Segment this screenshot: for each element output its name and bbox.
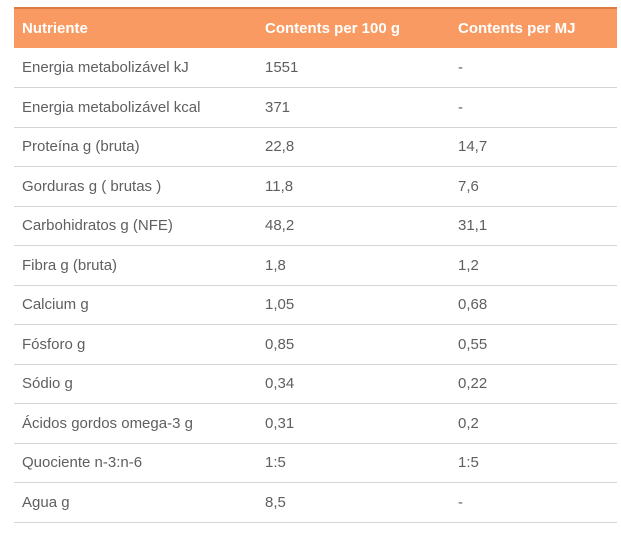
- nutrient-cell: Ácidos gordos omega-3 g: [14, 403, 257, 444]
- table-row: Calcium g 1,05 0,68: [14, 285, 617, 325]
- per-100g-cell: 8,5: [257, 482, 450, 523]
- nutrition-table-header: Nutriente Contents per 100 g Contents pe…: [14, 7, 617, 48]
- nutrient-cell: Fibra g (bruta): [14, 245, 257, 286]
- nutrition-table: Nutriente Contents per 100 g Contents pe…: [14, 7, 617, 523]
- nutrient-cell: Quociente n-3:n-6: [14, 443, 257, 483]
- per-mj-cell: 0,2: [450, 403, 617, 444]
- header-row: Nutriente Contents per 100 g Contents pe…: [14, 7, 617, 48]
- per-100g-cell: 1,8: [257, 245, 450, 286]
- per-mj-cell: 14,7: [450, 127, 617, 167]
- per-mj-cell: 31,1: [450, 206, 617, 246]
- nutrient-cell: Agua g: [14, 482, 257, 523]
- per-mj-cell: 1:5: [450, 443, 617, 483]
- table-row: Fósforo g 0,85 0,55: [14, 324, 617, 365]
- nutrient-cell: Energia metabolizável kcal: [14, 87, 257, 128]
- per-100g-cell: 371: [257, 87, 450, 128]
- per-mj-cell: 1,2: [450, 245, 617, 286]
- per-100g-cell: 22,8: [257, 127, 450, 167]
- per-100g-cell: 0,31: [257, 403, 450, 444]
- per-mj-cell: -: [450, 87, 617, 128]
- per-mj-cell: 0,55: [450, 324, 617, 365]
- table-row: Ácidos gordos omega-3 g 0,31 0,2: [14, 403, 617, 444]
- nutrition-table-container: Nutriente Contents per 100 g Contents pe…: [14, 7, 617, 523]
- column-header-per-mj: Contents per MJ: [450, 7, 617, 48]
- per-100g-cell: 48,2: [257, 206, 450, 246]
- column-header-per-100g: Contents per 100 g: [257, 7, 450, 48]
- per-100g-cell: 1551: [257, 48, 450, 88]
- nutrient-cell: Energia metabolizável kJ: [14, 48, 257, 88]
- table-row: Quociente n-3:n-6 1:5 1:5: [14, 443, 617, 483]
- table-row: Sódio g 0,34 0,22: [14, 364, 617, 404]
- per-mj-cell: -: [450, 482, 617, 523]
- nutrient-cell: Fósforo g: [14, 324, 257, 365]
- nutrient-cell: Proteína g (bruta): [14, 127, 257, 167]
- nutrient-cell: Carbohidratos g (NFE): [14, 206, 257, 246]
- table-row: Gorduras g ( brutas ) 11,8 7,6: [14, 166, 617, 207]
- per-mj-cell: -: [450, 48, 617, 88]
- per-100g-cell: 1,05: [257, 285, 450, 325]
- column-header-nutrient: Nutriente: [14, 7, 257, 48]
- nutrient-cell: Gorduras g ( brutas ): [14, 166, 257, 207]
- per-100g-cell: 0,85: [257, 324, 450, 365]
- nutrition-table-body: Energia metabolizável kJ 1551- Energia met…: [14, 48, 617, 523]
- per-mj-cell: 0,68: [450, 285, 617, 325]
- per-100g-cell: 11,8: [257, 166, 450, 207]
- table-row: Carbohidratos g (NFE) 48,2 31,1: [14, 206, 617, 246]
- nutrient-cell: Sódio g: [14, 364, 257, 404]
- nutrient-cell: Calcium g: [14, 285, 257, 325]
- table-row: Energia metabolizável kJ 1551-: [14, 48, 617, 88]
- per-100g-cell: 1:5: [257, 443, 450, 483]
- table-row: Proteína g (bruta) 22,8 14,7: [14, 127, 617, 167]
- table-row: Energia metabolizável kcal 371-: [14, 87, 617, 128]
- per-100g-cell: 0,34: [257, 364, 450, 404]
- per-mj-cell: 0,22: [450, 364, 617, 404]
- table-row: Fibra g (bruta) 1,8 1,2: [14, 245, 617, 286]
- per-mj-cell: 7,6: [450, 166, 617, 207]
- table-row: Agua g 8,5-: [14, 482, 617, 523]
